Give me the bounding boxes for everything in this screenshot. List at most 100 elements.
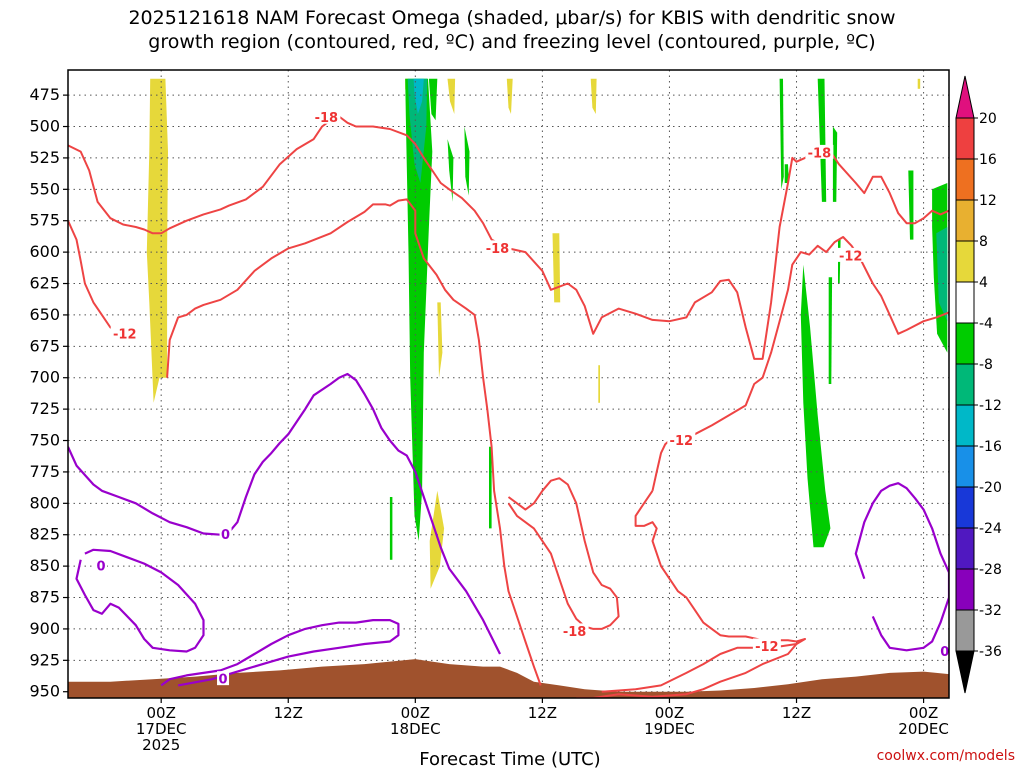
colorbar-tick-label: 8 — [979, 234, 988, 250]
terrain-layer — [68, 659, 949, 698]
colorbar-tick-label: -8 — [979, 357, 993, 373]
chart-title: 2025121618 NAM Forecast Omega (shaded, μ… — [128, 7, 896, 53]
contour-label-bg — [483, 240, 512, 255]
colorbar-bin — [955, 363, 975, 406]
y-axis: 475 500 525 550 575 600 625 650 675 700 725 750 775 8… — [29, 85, 68, 701]
omega-shade-region-12 — [428, 78, 438, 121]
omega-shade-region-13 — [447, 139, 454, 202]
contour-label-11: 0 — [940, 645, 949, 660]
y-tick-label: 575 — [29, 211, 60, 230]
omega-shade-region-5 — [552, 233, 561, 303]
omega-shade-region-11 — [413, 78, 424, 114]
contour-label-bg — [752, 638, 781, 653]
omega-shade-region-7 — [437, 302, 443, 378]
omega-shade-region-21 — [800, 264, 831, 548]
colorbar-bin — [955, 404, 975, 447]
colorbar-bin — [955, 609, 975, 652]
colorbar-bin — [955, 322, 975, 365]
contour-label-bg — [110, 325, 139, 340]
omega-shade-region-24 — [908, 170, 914, 240]
colorbar-tick-label: -12 — [979, 398, 1002, 414]
omega-shade-region-14 — [464, 126, 470, 196]
contour-label-3: -12 — [113, 327, 137, 342]
colorbar-bin — [955, 117, 975, 160]
omega-shade-region-16 — [389, 497, 393, 560]
y-tick-label: 525 — [29, 148, 60, 167]
colorbar-tick-label: -28 — [979, 562, 1002, 578]
x-axis-label: Forecast Time (UTC) — [419, 749, 600, 768]
colorbar-tick-label: -36 — [979, 644, 1002, 660]
y-tick-label: 775 — [29, 462, 60, 481]
colorbar-bin — [955, 445, 975, 488]
colorbar-bin — [955, 568, 975, 611]
x-tick-label: 17DEC — [136, 720, 187, 738]
x-tick-label: 20DEC — [898, 720, 949, 738]
contour-label-bg — [938, 643, 951, 658]
x-tick-label: 00Z — [909, 704, 938, 722]
x-tick-label: 12Z — [528, 704, 557, 722]
omega-shade-region-15 — [489, 446, 492, 529]
dgz-contour-4 — [601, 490, 806, 693]
dgz-contour-5 — [651, 236, 949, 492]
x-tick-label: 12Z — [782, 704, 811, 722]
colorbar-bin — [955, 527, 975, 570]
y-tick-label: 500 — [29, 117, 60, 136]
omega-shade-region-4 — [590, 78, 597, 114]
contour-label-4: -12 — [839, 249, 863, 264]
colorbar-tick-label: 20 — [979, 111, 997, 127]
contour-label-10: 0 — [218, 673, 227, 688]
contour-label-layer: -18 -18 -18 -12 -12 -12 -18 -12 0 0 0 0 — [95, 109, 951, 688]
colorbar-top-arrow — [955, 75, 975, 119]
contour-label-7: -12 — [755, 640, 779, 655]
contour-label-2: -18 — [808, 146, 832, 161]
y-tick-label: 900 — [29, 619, 60, 638]
colorbar-bottom-arrow — [955, 650, 975, 694]
freezing-contour-0 — [68, 372, 501, 655]
contour-label-0: -18 — [315, 111, 339, 126]
dgz-contour-1 — [166, 198, 542, 686]
contour-label-bg — [667, 432, 696, 447]
freezing-contour-2 — [160, 618, 400, 687]
contour-label-bg — [312, 109, 341, 124]
y-tick-label: 850 — [29, 556, 60, 575]
x-tick-label: 00Z — [401, 704, 430, 722]
omega-shade-region-17 — [779, 78, 784, 190]
plot-frame — [67, 69, 950, 699]
x-tick-label: 2025 — [142, 736, 180, 754]
contour-label-5: -12 — [670, 434, 694, 449]
omega-shading-layer — [146, 78, 948, 589]
y-tick-label: 475 — [29, 85, 60, 104]
y-tick-label: 675 — [29, 336, 60, 355]
colorbar-tick-label: -16 — [979, 439, 1002, 455]
contour-label-1: -18 — [486, 242, 510, 257]
x-tick-label: 00Z — [655, 704, 684, 722]
freezing-contour-1 — [75, 548, 205, 653]
y-tick-label: 550 — [29, 179, 60, 198]
colorbar-bin — [955, 158, 975, 201]
terrain-fill — [68, 659, 949, 698]
x-tick-label: 12Z — [274, 704, 303, 722]
omega-shade-region-9 — [405, 78, 433, 542]
omega-shade-region-6 — [598, 365, 600, 403]
y-tick-label: 600 — [29, 242, 60, 261]
contour-label-bg — [217, 671, 230, 686]
contour-label-6: -18 — [563, 625, 587, 640]
omega-shade-region-27 — [917, 78, 921, 89]
y-tick-label: 625 — [29, 274, 60, 293]
contour-label-8: 0 — [221, 528, 230, 543]
omega-shade-region-19 — [832, 126, 838, 202]
x-tick-label: 18DEC — [390, 720, 441, 738]
omega-shade-region-2 — [447, 78, 456, 114]
freezing-contour-3 — [854, 482, 949, 652]
colorbar-bin — [955, 199, 975, 242]
omega-shade-region-3 — [506, 78, 513, 114]
gridlines — [68, 70, 949, 698]
contour-label-bg — [560, 623, 589, 638]
y-tick-label: 950 — [29, 682, 60, 701]
y-tick-label: 800 — [29, 493, 60, 512]
colorbar-tick-label: -4 — [979, 316, 993, 332]
colorbar-tick-label: 16 — [979, 152, 997, 168]
colorbar-bin — [955, 486, 975, 529]
